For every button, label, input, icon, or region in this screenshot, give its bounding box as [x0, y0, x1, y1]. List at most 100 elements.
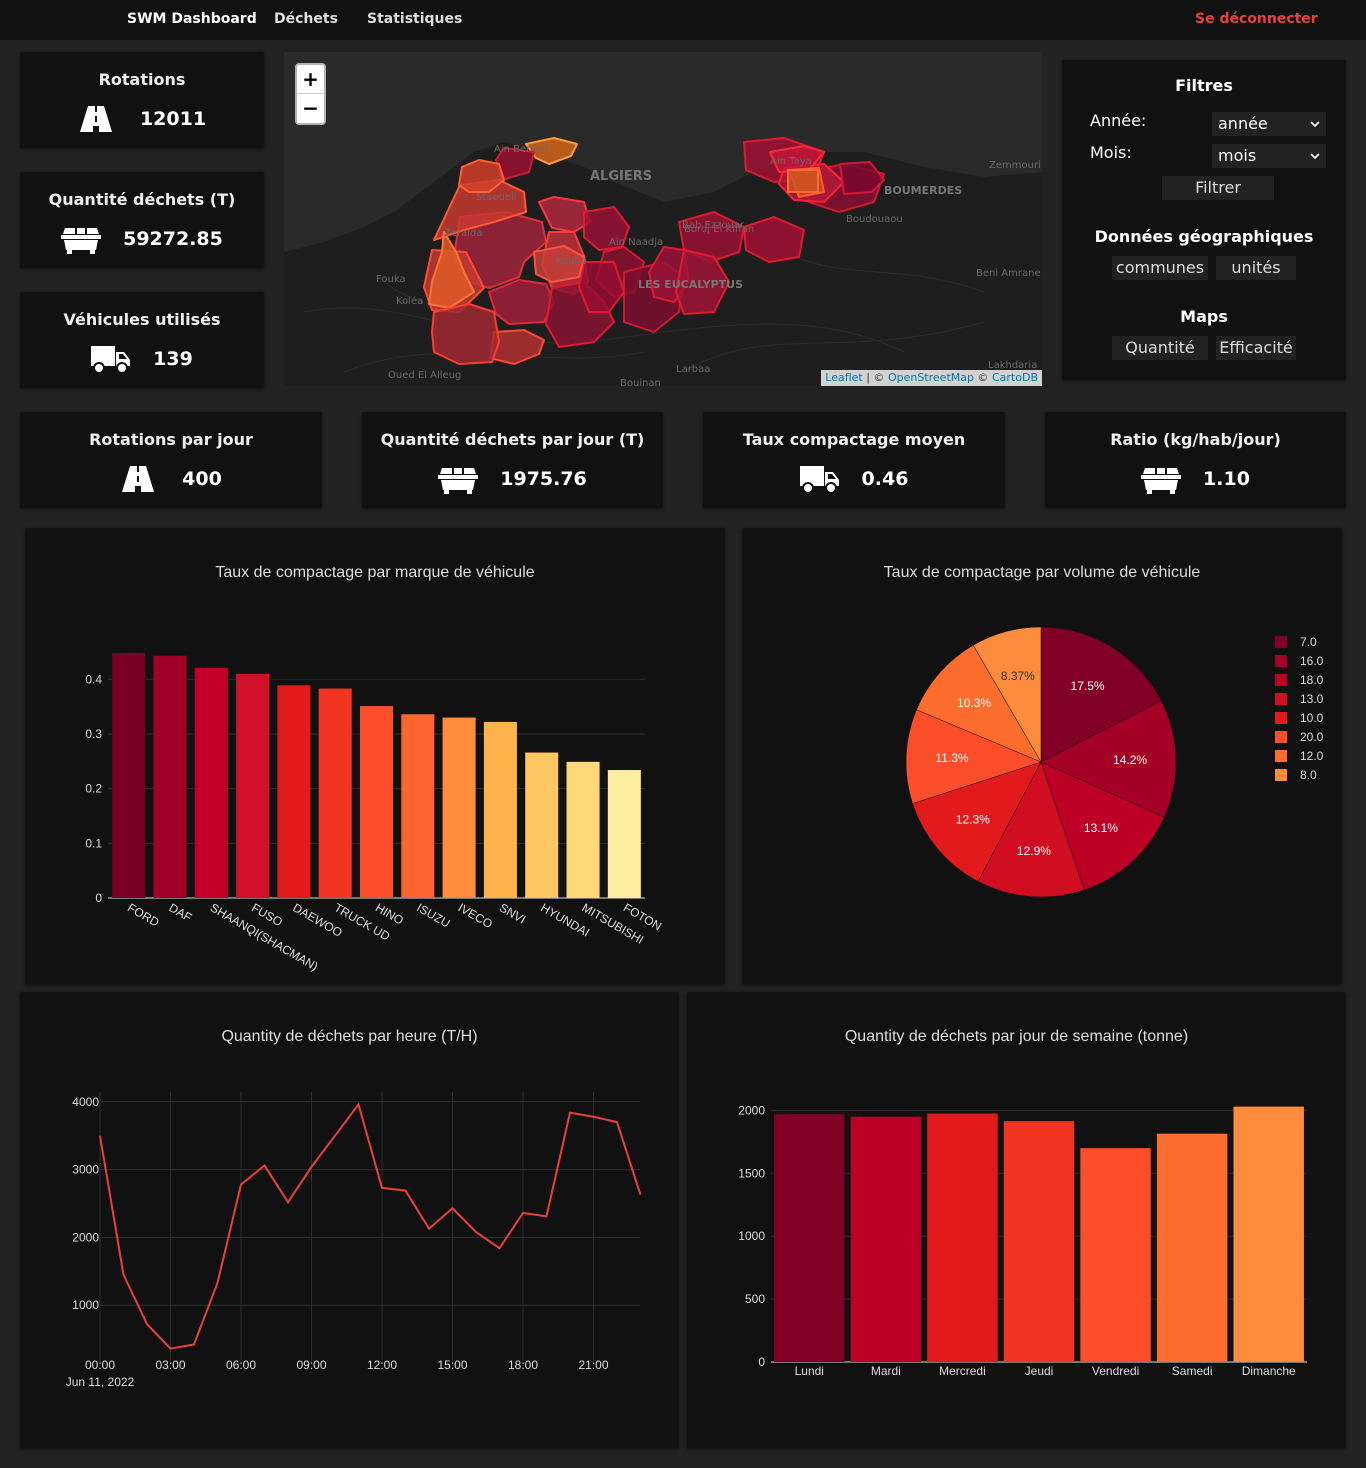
geo-section-title: Données géographiques [1094, 227, 1314, 246]
bar [153, 655, 187, 898]
chevron-down-icon [1310, 153, 1320, 160]
stat-card-quantite-jour: Quantité déchets par jour (T) 1975.76 [362, 412, 663, 508]
filters-title: Filtres [1175, 76, 1233, 95]
mois-select[interactable]: mois [1212, 144, 1326, 168]
bar [1156, 1133, 1228, 1362]
slice-value-label: 10.3% [957, 696, 991, 710]
slice-value-label: 12.9% [1017, 844, 1051, 858]
plot-area [100, 1092, 640, 1372]
choropleth-map[interactable]: ALGIERS BOUMERDES Zemmouri Staoueli Zera… [284, 52, 1042, 386]
stat-value: 1.10 [1203, 468, 1250, 490]
bar [1233, 1106, 1304, 1362]
map-label-bab-ezzouar: Bab Ezzouar [682, 220, 745, 231]
bar [1003, 1121, 1075, 1362]
stat-value: 12011 [139, 108, 207, 130]
stat-title: Quantité déchets par jour (T) [380, 430, 645, 449]
chart-title: Quantity de déchets par heure (T/H) [221, 1028, 478, 1045]
mois-label: Mois: [1090, 143, 1132, 162]
chart-card-semaine: Quantity de déchets par jour de semaine … [687, 992, 1346, 1448]
stat-value: 400 [182, 468, 222, 490]
mois-select-value: mois [1218, 146, 1257, 165]
osm-link[interactable]: OpenStreetMap [887, 371, 974, 384]
annee-select[interactable]: année [1212, 112, 1326, 136]
map-label-zemmouri: Zemmouri [989, 160, 1041, 171]
legend-label: 20.0 [1300, 730, 1324, 744]
map-label-kolea: Koléa [396, 296, 424, 307]
bar [850, 1116, 922, 1362]
bar [236, 673, 270, 898]
chart-volume-svg: 17.5% 14.2% 13.1% 12.9% 12.3% 11.3% 10.3% 8.37%… [905, 626, 1324, 898]
logout-link[interactable]: Se déconnecter [1195, 11, 1318, 27]
zoom-in-button[interactable]: + [297, 65, 324, 94]
x-tick-label: FORD [125, 900, 162, 929]
maps-section-title: Maps [1180, 307, 1228, 326]
slice-value-label: 17.5% [1071, 679, 1105, 693]
unites-button[interactable]: unités [1216, 256, 1296, 280]
map-canvas[interactable] [284, 52, 1042, 386]
legend-swatch [1275, 693, 1287, 705]
cartodb-link[interactable]: CartoDB [991, 371, 1038, 384]
chart-title: Taux de compactage par volume de véhicul… [883, 564, 1201, 581]
filtrer-button[interactable]: Filtrer [1162, 176, 1274, 200]
map-label-bordj-el-kiffan: Bordj El Kiffan [684, 224, 755, 235]
slice-value-label: 14.2% [1113, 753, 1147, 767]
legend-label: 7.0 [1300, 635, 1317, 649]
x-tick-label: SNVI [497, 900, 528, 926]
zoom-out-button[interactable]: − [302, 96, 319, 120]
road-icon [122, 466, 155, 492]
stat-card-rotations: Rotations 12011 [20, 52, 264, 148]
pie-slice [1040, 700, 1177, 818]
stat-title: Taux compactage moyen [742, 430, 966, 449]
y-tick-label: 2000 [738, 1103, 765, 1117]
dumpster-icon [61, 228, 102, 254]
chart-semaine-svg: 0 500 1000 1500 2000 Lundi Mardi Mercredi Jeudi V… [738, 1103, 1307, 1378]
slice-value-label: 13.1% [1084, 821, 1118, 835]
top-navbar: SWM Dashboard Déchets Statistiques Se dé… [0, 0, 1366, 40]
bar [194, 667, 228, 898]
dumpster-icon [1141, 468, 1182, 494]
pie-slice [972, 626, 1042, 763]
slice-value-label: 8.37% [1001, 669, 1035, 683]
map-label-zeralda: Zeralda [444, 228, 483, 239]
y-tick-label: 0.4 [85, 672, 102, 686]
map-label-beni-amrane: Beni Amrane [976, 268, 1041, 279]
stat-card-quantite: Quantité déchets (T) 59272.85 [20, 172, 264, 268]
map-label-bouinan: Bouinan [620, 378, 661, 386]
y-tick-label: 500 [745, 1292, 765, 1306]
stat-card-ratio: Ratio (kg/hab/jour) 1.10 [1045, 412, 1346, 508]
nav-statistiques-link[interactable]: Statistiques [367, 11, 463, 27]
efficacite-button[interactable]: Efficacité [1216, 336, 1296, 360]
annee-label: Année: [1090, 111, 1147, 130]
chart-title: Taux de compactage par marque de véhicul… [215, 564, 535, 581]
bar [927, 1113, 998, 1362]
annee-select-value: année [1218, 114, 1268, 133]
road-icon [79, 106, 112, 132]
stat-value: 139 [153, 348, 193, 370]
x-date-label: Jun 11, 2022 [66, 1375, 135, 1389]
stat-value: 1975.76 [500, 468, 587, 490]
nav-dechets-link[interactable]: Déchets [274, 11, 338, 27]
y-tick-label: 0.2 [85, 782, 102, 796]
x-tick-label: 06:00 [226, 1358, 256, 1372]
stat-card-rotations-jour: Rotations par jour 400 [20, 412, 322, 508]
x-tick-label: 15:00 [437, 1358, 467, 1372]
communes-button[interactable]: communes [1112, 256, 1208, 280]
stat-title: Ratio (kg/hab/jour) [1110, 430, 1281, 449]
x-tick-label: Lundi [795, 1364, 824, 1378]
brand-link[interactable]: SWM Dashboard [127, 11, 257, 27]
quantite-button[interactable]: Quantité [1112, 336, 1208, 360]
x-tick-label: 18:00 [508, 1358, 538, 1372]
leaflet-link[interactable]: Leaflet [825, 371, 863, 384]
legend-swatch [1275, 712, 1287, 724]
bar [607, 770, 641, 898]
bar [566, 761, 600, 898]
chart-card-marque: Taux de compactage par marque de véhicul… [25, 528, 725, 984]
stat-card-vehicules: Véhicules utilisés 139 [20, 292, 264, 388]
attribution-sep: | © [862, 371, 888, 384]
x-tick-label: Jeudi [1025, 1364, 1054, 1378]
legend-swatch [1275, 655, 1287, 667]
x-tick-label: Mardi [871, 1364, 901, 1378]
map-attribution: Leaflet | © OpenStreetMap © CartoDB [821, 370, 1042, 386]
y-tick-label: 1500 [738, 1166, 765, 1180]
